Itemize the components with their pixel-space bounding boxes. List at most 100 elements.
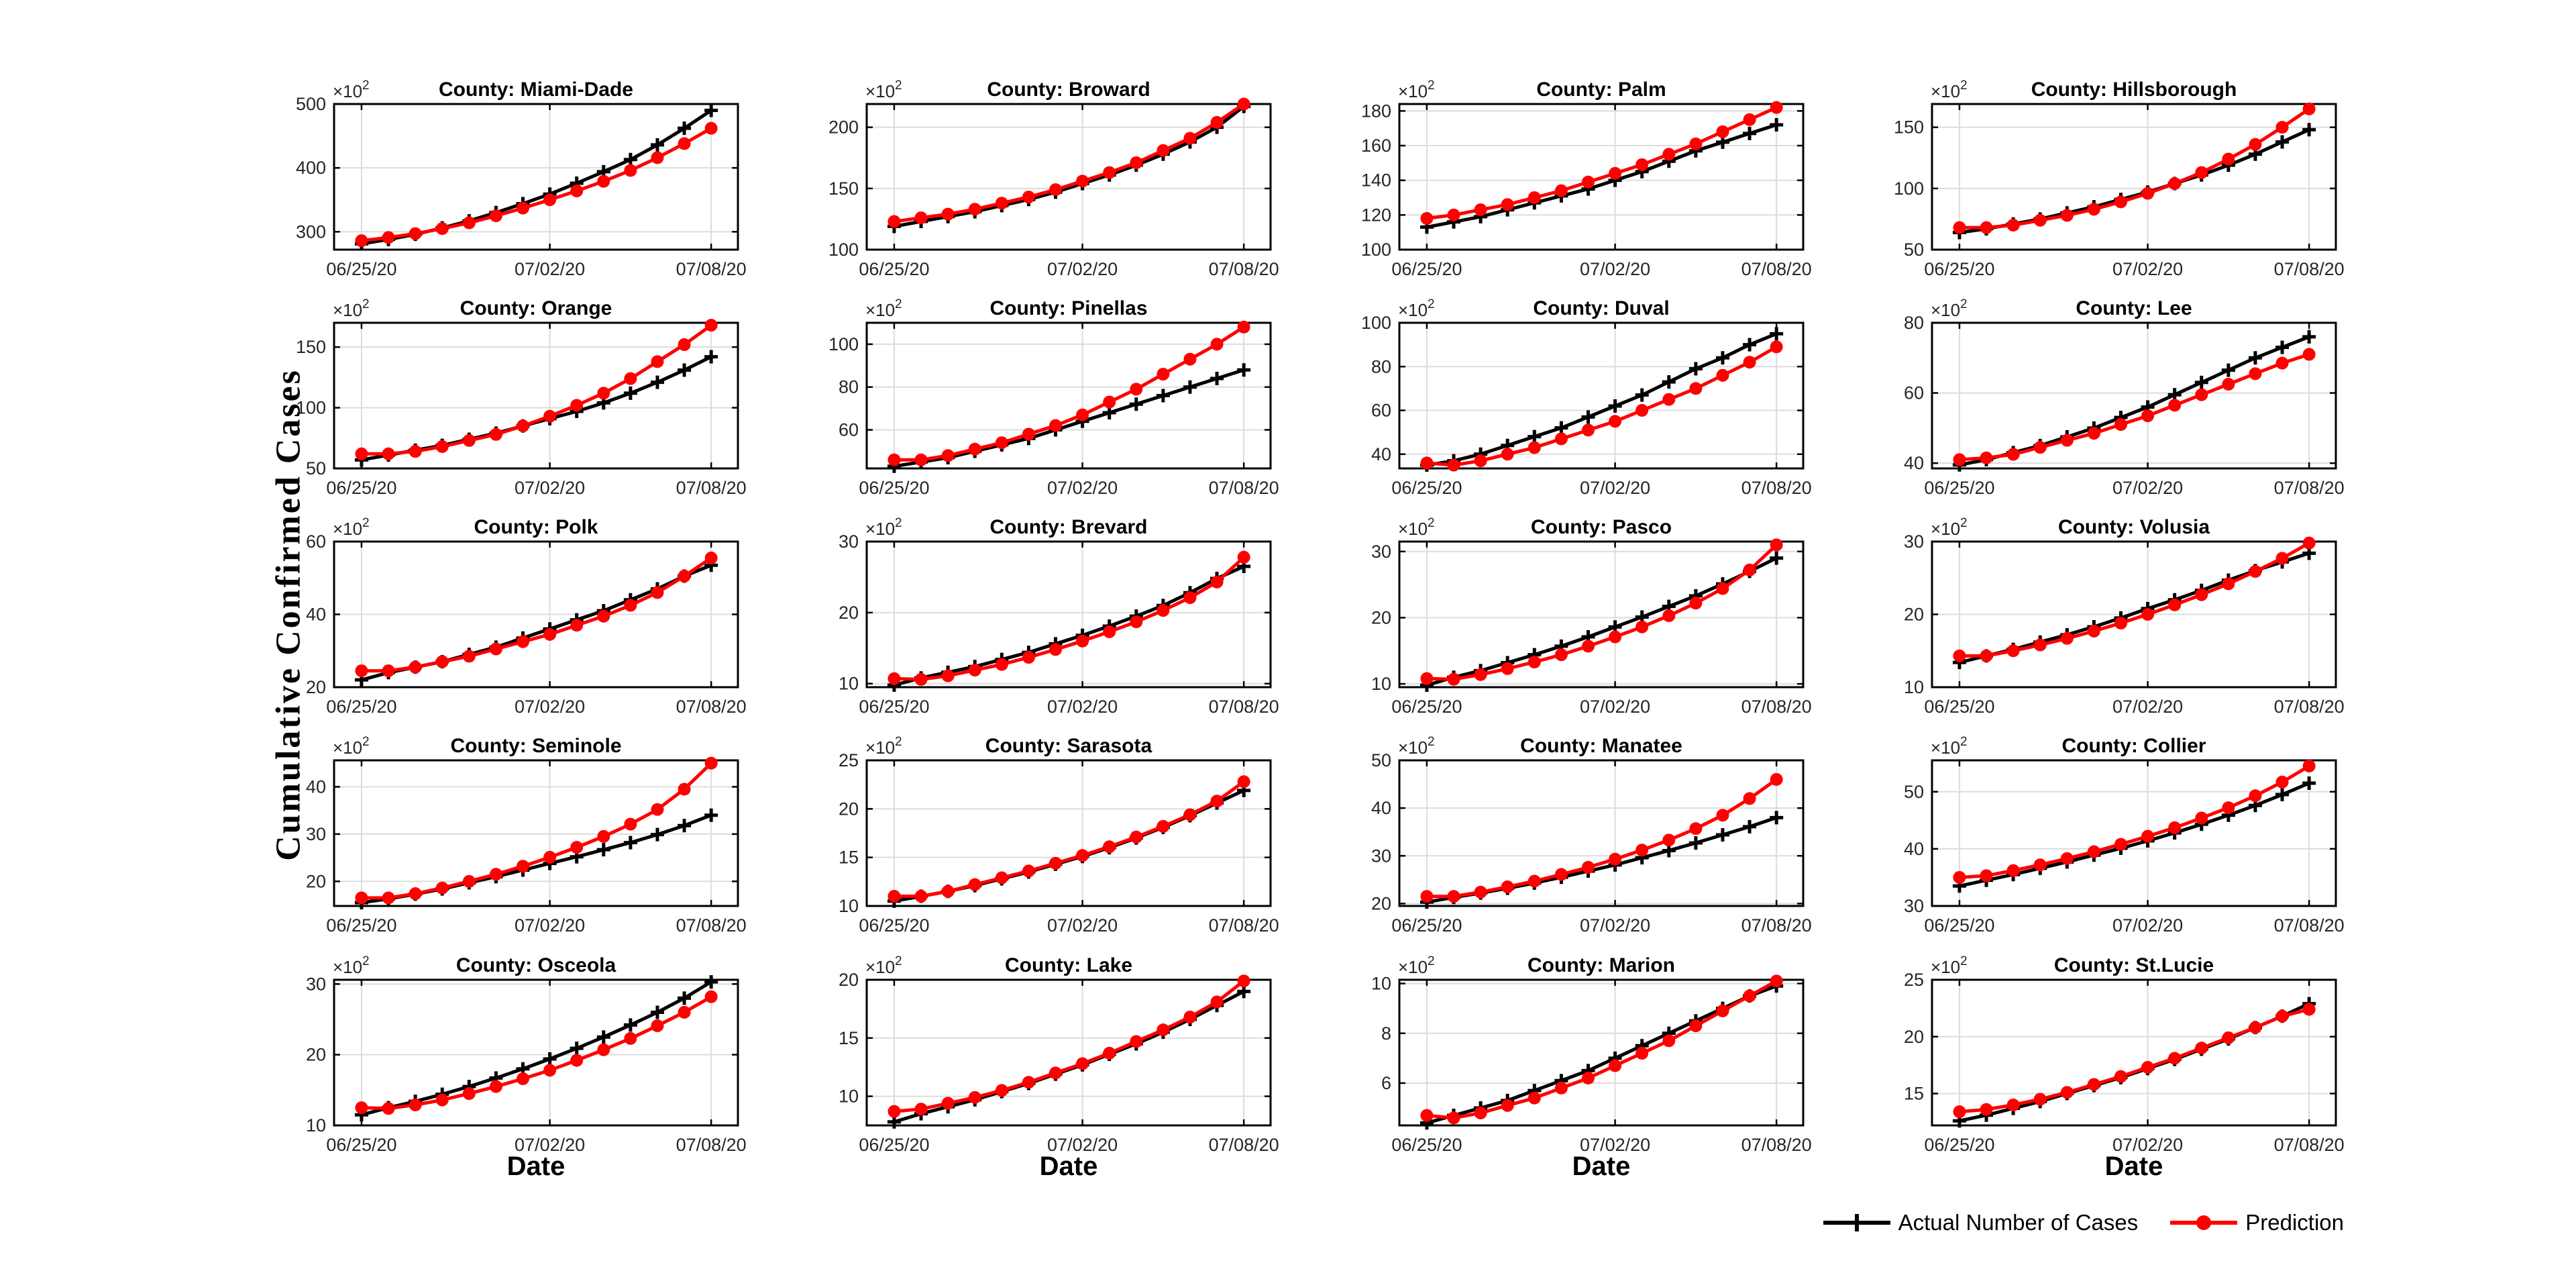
- plus-marker-icon: [1847, 1214, 1866, 1231]
- circle-marker-icon: [1662, 833, 1676, 847]
- circle-marker-icon: [489, 427, 502, 441]
- circle-marker-icon: [704, 319, 718, 332]
- circle-marker-icon: [1237, 97, 1250, 111]
- circle-marker-icon: [1527, 656, 1541, 669]
- x-tick-label: 07/02/20: [1047, 478, 1118, 498]
- circle-marker-icon: [1103, 840, 1116, 854]
- circle-marker-icon: [2222, 378, 2235, 391]
- x-tick-label: 06/25/20: [326, 259, 396, 279]
- circle-marker-icon: [941, 669, 955, 682]
- circle-marker-icon: [1581, 175, 1595, 189]
- y-tick-label: 30: [306, 824, 326, 844]
- circle-marker-icon: [1716, 809, 1729, 822]
- circle-marker-icon: [2033, 858, 2047, 872]
- legend-label-actual: Actual Number of Cases: [1898, 1210, 2139, 1235]
- y-tick-label: 50: [306, 458, 326, 478]
- x-tick-label: 07/08/20: [676, 1135, 747, 1155]
- y-axis-exponent-label: ×10: [333, 519, 362, 539]
- y-axis-exponent-label: ×10: [333, 300, 362, 320]
- circle-marker-icon: [1609, 852, 1622, 866]
- circle-marker-icon: [1770, 340, 1783, 354]
- circle-marker-icon: [1980, 1103, 1993, 1116]
- circle-marker-icon: [1157, 604, 1170, 617]
- circle-marker-icon: [1049, 856, 1062, 870]
- y-axis-exponent-superscript: 2: [1428, 79, 1435, 93]
- circle-marker-icon: [1953, 221, 1966, 234]
- subplot-Pinellas: 60 80 100 06/25/20 07/02/20 07/08/20 ×10 2 Count…: [828, 297, 1279, 498]
- circle-marker-icon: [2087, 624, 2100, 638]
- circle-marker-icon: [489, 868, 502, 881]
- x-tick-label: 07/02/20: [515, 478, 585, 498]
- circle-marker-icon: [2114, 617, 2127, 630]
- circle-marker-icon: [1716, 368, 1729, 382]
- circle-marker-icon: [704, 121, 718, 135]
- subplot-title: County: Marion: [1527, 954, 1675, 976]
- circle-marker-icon: [1210, 795, 1224, 808]
- x-tick-label: 07/02/20: [1047, 697, 1118, 717]
- subplot-Pasco: 10 20 30 06/25/20 07/02/20 07/08/20 ×10 2 County…: [1371, 516, 1812, 717]
- x-tick-label: 07/02/20: [1580, 697, 1650, 717]
- axes-box: [865, 321, 1272, 470]
- circle-marker-icon: [1447, 208, 1460, 221]
- circle-marker-icon: [2006, 644, 2020, 658]
- axes-box: [333, 978, 739, 1127]
- x-tick-label: 07/02/20: [515, 915, 585, 935]
- x-tick-label: 06/25/20: [859, 915, 929, 935]
- series-line-circle: [1959, 541, 2310, 658]
- axes-box: [333, 759, 739, 907]
- circle-marker-icon: [355, 891, 368, 905]
- x-tick-label: 07/08/20: [1741, 478, 1812, 498]
- circle-marker-icon: [435, 655, 449, 668]
- subplot-title: County: Seminole: [450, 735, 621, 757]
- circle-marker-icon: [597, 1043, 610, 1056]
- x-tick-label: 07/02/20: [515, 1135, 585, 1155]
- plus-marker-icon: [1210, 371, 1224, 385]
- x-tick-label: 07/02/20: [515, 697, 585, 717]
- y-tick-label: 100: [1361, 240, 1391, 260]
- series-line-circle: [894, 556, 1245, 681]
- y-axis-exponent-label: ×10: [1398, 519, 1428, 539]
- circle-marker-icon: [968, 1091, 981, 1104]
- circle-marker-icon: [1689, 137, 1703, 150]
- circle-marker-icon: [2222, 152, 2235, 166]
- circle-marker-icon: [651, 151, 664, 164]
- circle-marker-icon: [1210, 115, 1224, 129]
- y-axis-exponent-superscript: 2: [895, 79, 902, 93]
- y-tick-label: 20: [1904, 1027, 1924, 1047]
- circle-marker-icon: [543, 850, 557, 864]
- circle-marker-icon: [1635, 404, 1649, 417]
- plus-marker-icon: [2221, 363, 2235, 377]
- y-axis-exponent-label: ×10: [1398, 300, 1428, 320]
- circle-marker-icon: [995, 197, 1008, 210]
- circle-marker-icon: [651, 586, 664, 599]
- axes-box: [333, 103, 739, 251]
- circle-marker-icon: [624, 599, 637, 612]
- x-tick-label: 07/08/20: [1741, 697, 1812, 717]
- circle-marker-icon: [2195, 588, 2208, 601]
- plus-marker-icon: [704, 350, 718, 364]
- x-tick-label: 07/08/20: [2274, 478, 2345, 498]
- circle-marker-icon: [1635, 620, 1649, 634]
- y-tick-label: 10: [1371, 674, 1391, 694]
- circle-marker-icon: [1420, 672, 1434, 685]
- y-tick-label: 60: [1904, 383, 1924, 403]
- circle-marker-icon: [1980, 869, 1993, 882]
- circle-marker-icon: [2222, 1031, 2235, 1044]
- circle-marker-icon: [2114, 195, 2127, 209]
- y-tick-label: 140: [1361, 170, 1391, 191]
- plus-marker-icon: [650, 375, 664, 389]
- circle-marker-icon: [941, 207, 955, 221]
- circle-marker-icon: [1770, 974, 1783, 988]
- x-tick-label: 07/08/20: [2274, 915, 2345, 935]
- y-tick-label: 15: [839, 1028, 859, 1048]
- legend-prediction-line-icon: [2170, 1215, 2238, 1230]
- circle-marker-icon: [1447, 458, 1460, 472]
- plus-marker-icon: [1715, 827, 1729, 842]
- y-axis-exponent-label: ×10: [865, 519, 895, 539]
- circle-marker-icon: [2060, 1086, 2074, 1099]
- circle-marker-icon: [914, 453, 928, 466]
- y-tick-label: 100: [296, 398, 326, 418]
- y-tick-label: 50: [1371, 750, 1391, 770]
- circle-marker-icon: [2302, 1003, 2316, 1016]
- circle-marker-icon: [2060, 852, 2074, 865]
